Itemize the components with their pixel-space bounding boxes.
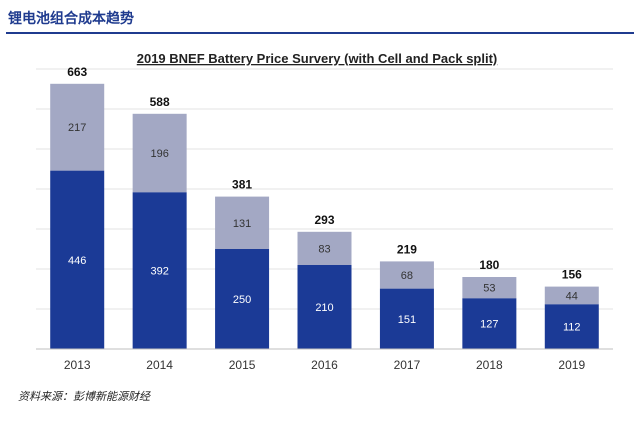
- bar-segment-lower: [379, 288, 434, 349]
- bar-segment-lower: [50, 170, 105, 349]
- segment-value-label: 446: [68, 255, 86, 267]
- bar-segment-lower: [132, 192, 187, 349]
- section-title: 锂电池组合成本趋势: [8, 11, 134, 27]
- gridlines: [36, 68, 613, 310]
- segment-value-label: 196: [150, 148, 168, 160]
- bar-segment-upper: [379, 261, 434, 289]
- stacked-bar-chart: 2019 BNEF Battery Price Survery (with Ce…: [36, 51, 613, 372]
- bar-segment-upper: [50, 83, 105, 171]
- bars: [50, 83, 599, 349]
- bar-segment-lower: [544, 304, 599, 349]
- bar-segment-upper: [462, 277, 517, 299]
- segment-value-label: 83: [318, 243, 330, 255]
- bar-segment-upper: [544, 286, 599, 305]
- total-value-label: 381: [232, 178, 252, 192]
- x-tick-label: 2019: [558, 358, 585, 372]
- bar-segment-lower: [215, 249, 270, 349]
- chart-title: 2019 BNEF Battery Price Survery (with Ce…: [137, 51, 498, 66]
- total-value-label: 293: [314, 213, 334, 227]
- total-value-label: 219: [397, 242, 417, 256]
- data-labels: 446 217 663 392 196 588 250 131 381 210 83 293 151 68…: [67, 65, 582, 334]
- segment-value-label: 44: [566, 290, 578, 302]
- section-header: 锂电池组合成本趋势: [6, 4, 634, 34]
- segment-value-label: 217: [68, 122, 86, 134]
- total-value-label: 588: [150, 95, 170, 109]
- total-value-label: 663: [67, 65, 87, 79]
- total-value-label: 156: [562, 268, 582, 282]
- x-tick-label: 2014: [146, 358, 173, 372]
- x-tick-label: 2017: [394, 358, 421, 372]
- segment-value-label: 131: [233, 218, 251, 230]
- x-tick-label: 2016: [311, 358, 338, 372]
- segment-value-label: 210: [315, 302, 333, 314]
- segment-value-label: 250: [233, 294, 251, 306]
- bar-segment-upper: [132, 113, 187, 193]
- x-tick-label: 2015: [229, 358, 256, 372]
- bar-segment-upper: [215, 196, 270, 249]
- x-tick-label: 2018: [476, 358, 503, 372]
- segment-value-label: 127: [480, 319, 498, 331]
- x-tick-label: 2013: [64, 358, 91, 372]
- bar-segment-lower: [297, 265, 352, 349]
- segment-value-label: 53: [483, 283, 495, 295]
- source-note: 资料来源：彭博新能源财经: [18, 390, 150, 403]
- total-value-label: 180: [479, 258, 499, 272]
- bar-segment-lower: [462, 298, 517, 349]
- segment-value-label: 392: [150, 266, 168, 278]
- x-axis: 2013 2014 2015 2016 2017 2018 2019: [36, 348, 613, 372]
- segment-value-label: 151: [398, 314, 416, 326]
- bar-segment-upper: [297, 231, 352, 265]
- segment-value-label: 68: [401, 270, 413, 282]
- segment-value-label: 112: [563, 322, 581, 334]
